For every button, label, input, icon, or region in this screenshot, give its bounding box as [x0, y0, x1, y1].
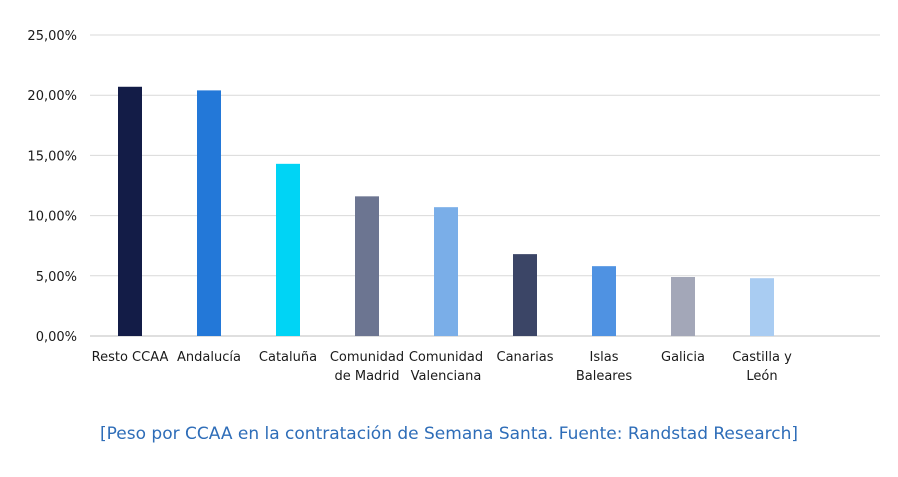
x-tick-label: Resto CCAA	[92, 350, 169, 365]
x-tick-label: Baleares	[576, 369, 633, 384]
bar	[355, 196, 379, 336]
x-tick-label: Andalucía	[177, 350, 241, 365]
y-tick-label: 5,00%	[36, 270, 77, 285]
y-tick-label: 10,00%	[27, 210, 77, 225]
bar	[750, 278, 774, 336]
bars	[118, 86, 774, 336]
y-tick-label: 20,00%	[27, 89, 77, 104]
bar	[434, 207, 458, 336]
x-tick-label: Islas	[590, 350, 619, 365]
x-tick-label: de Madrid	[334, 369, 399, 384]
bar	[592, 266, 616, 336]
bar	[671, 277, 695, 336]
x-tick-label: Comunidad	[330, 350, 404, 365]
bar	[513, 254, 537, 336]
x-tick-label: Valenciana	[411, 369, 482, 384]
x-axis-labels: Resto CCAA Andalucía Cataluña Comunidad de M…	[92, 350, 792, 384]
y-tick-label: 15,00%	[27, 149, 77, 164]
gridlines	[90, 34, 880, 337]
bar	[276, 163, 300, 336]
bar	[197, 90, 221, 336]
x-tick-label: Castilla y	[732, 350, 792, 365]
x-tick-label: Cataluña	[259, 350, 317, 365]
y-tick-label: 0,00%	[36, 330, 77, 345]
chart-caption: [Peso por CCAA en la contratación de Sem…	[100, 424, 798, 444]
y-tick-label: 25,00%	[27, 29, 77, 44]
y-axis-ticks: 0,00% 5,00% 10,00% 15,00% 20,00% 25,00%	[27, 29, 77, 345]
x-tick-label: Canarias	[497, 350, 554, 365]
x-tick-label: Comunidad	[409, 350, 483, 365]
bar	[118, 86, 142, 336]
x-tick-label: Galicia	[661, 350, 705, 365]
x-tick-label: León	[746, 369, 777, 384]
